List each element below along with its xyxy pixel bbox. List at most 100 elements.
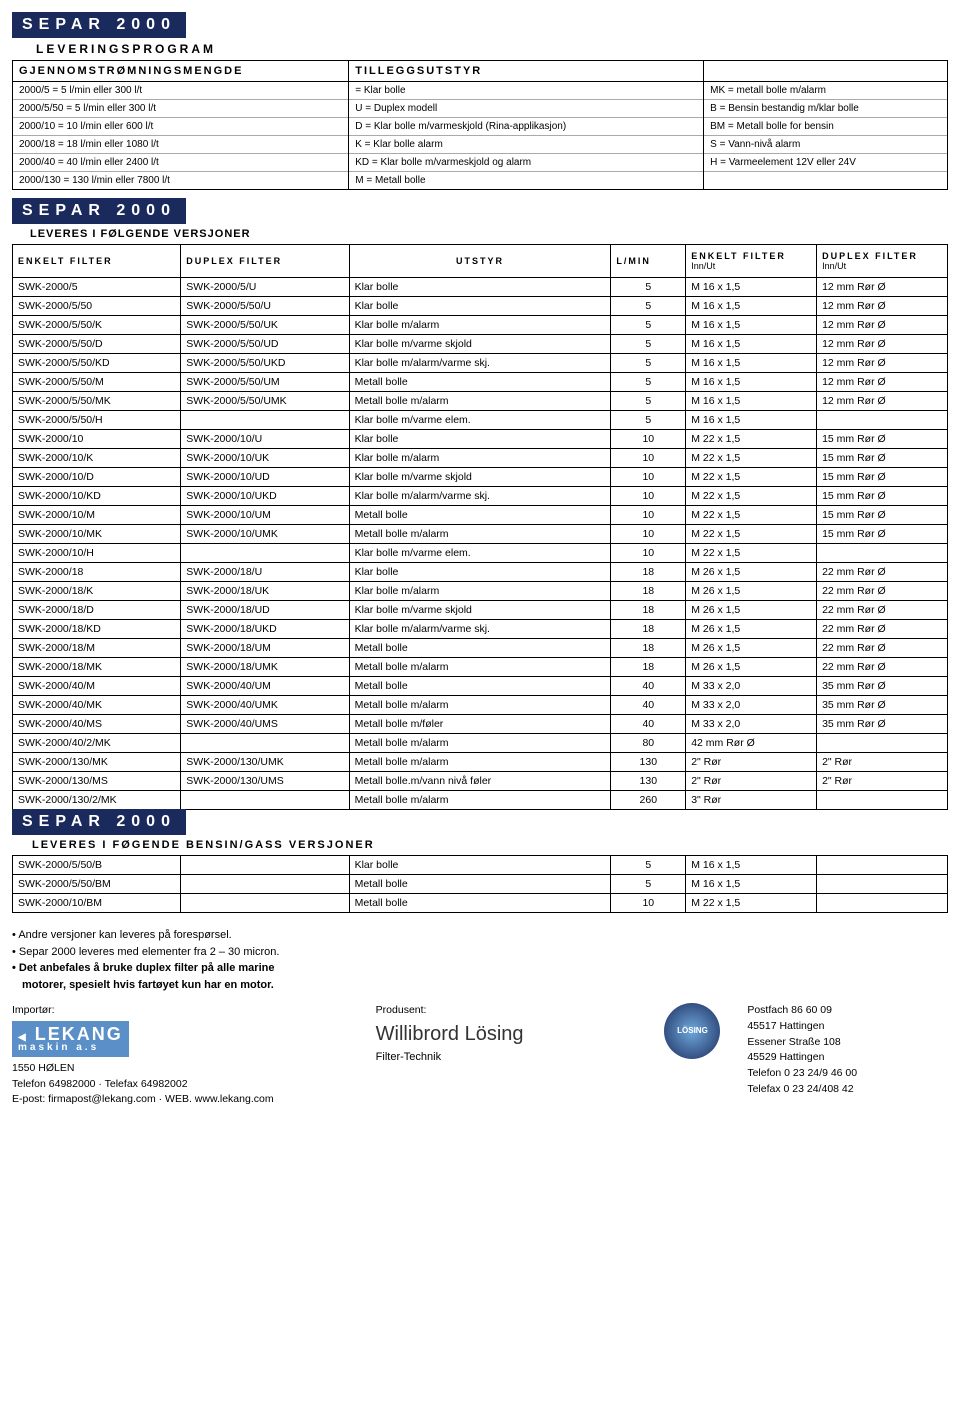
table-cell: 12 mm Rør Ø xyxy=(817,278,948,297)
addr2-l6: Telefax 0 23 24/408 42 xyxy=(747,1082,960,1098)
table-cell: Klar bolle m/varme elem. xyxy=(349,411,611,430)
spec-row: B = Bensin bestandig m/klar bolle xyxy=(704,100,947,118)
table-cell: Metall bolle m/alarm xyxy=(349,753,611,772)
table-cell xyxy=(181,791,349,810)
table-cell: 5 xyxy=(611,335,686,354)
addr2-l1: Postfach 86 60 09 xyxy=(747,1003,960,1019)
spec-col-3: MK = metall bolle m/alarmB = Bensin best… xyxy=(704,61,947,189)
spec-row: BM = Metall bolle for bensin xyxy=(704,118,947,136)
table-cell xyxy=(817,411,948,430)
table-cell: 10 xyxy=(611,430,686,449)
table-cell: Klar bolle xyxy=(349,563,611,582)
table-cell: Metall bolle m/alarm xyxy=(349,734,611,753)
spec-grid: GJENNOMSTRØMNINGSMENGDE 2000/5 = 5 l/min… xyxy=(12,60,948,190)
table-cell: 130 xyxy=(611,772,686,791)
table-cell: SWK-2000/10/H xyxy=(13,544,181,563)
table-cell: 2" Rør xyxy=(686,772,817,791)
table-cell: M 22 x 1,5 xyxy=(686,506,817,525)
table-cell: Klar bolle m/alarm/varme skj. xyxy=(349,354,611,373)
table-cell: Klar bolle xyxy=(349,297,611,316)
table-cell: SWK-2000/10 xyxy=(13,430,181,449)
spec-row: 2000/40 = 40 l/min eller 2400 l/t xyxy=(13,154,348,172)
table-cell: SWK-2000/18/KD xyxy=(13,620,181,639)
producer-logo-block: LÖSING xyxy=(664,1003,739,1059)
table-row: SWK-2000/18/KSWK-2000/18/UKKlar bolle m/… xyxy=(13,582,948,601)
table-cell: M 22 x 1,5 xyxy=(686,525,817,544)
table-cell xyxy=(181,894,349,913)
table-cell: SWK-2000/10/UK xyxy=(181,449,349,468)
table-cell: 5 xyxy=(611,316,686,335)
th-enkelt-innut: ENKELT FILTERInn/Ut xyxy=(686,245,817,278)
addr2-l2: 45517 Hattingen xyxy=(747,1019,960,1035)
table-cell: 22 mm Rør Ø xyxy=(817,620,948,639)
table-cell: 15 mm Rør Ø xyxy=(817,430,948,449)
table-cell: 5 xyxy=(611,297,686,316)
table-cell: Metall bolle m/alarm xyxy=(349,696,611,715)
table-cell: M 22 x 1,5 xyxy=(686,544,817,563)
table-cell: SWK-2000/5/50/MK xyxy=(13,392,181,411)
table-cell: 12 mm Rør Ø xyxy=(817,316,948,335)
spec-row: H = Varmeelement 12V eller 24V xyxy=(704,154,947,172)
table-cell: M 16 x 1,5 xyxy=(686,875,817,894)
table-cell: SWK-2000/5/50/UM xyxy=(181,373,349,392)
table-cell: M 16 x 1,5 xyxy=(686,856,817,875)
table-cell: SWK-2000/18/UM xyxy=(181,639,349,658)
table-cell xyxy=(817,875,948,894)
table-cell: 130 xyxy=(611,753,686,772)
versjoner-label: LEVERES I FØLGENDE VERSJONER xyxy=(12,224,948,244)
table-cell: 12 mm Rør Ø xyxy=(817,373,948,392)
table-row: SWK-2000/5/50/KDSWK-2000/5/50/UKDKlar bo… xyxy=(13,354,948,373)
table-cell: 18 xyxy=(611,563,686,582)
table-cell: 42 mm Rør Ø xyxy=(686,734,817,753)
table-cell: M 22 x 1,5 xyxy=(686,449,817,468)
table-cell: M 33 x 2,0 xyxy=(686,715,817,734)
table-cell: Klar bolle m/alarm/varme skj. xyxy=(349,487,611,506)
table-cell: 35 mm Rør Ø xyxy=(817,715,948,734)
table-cell: SWK-2000/130/UMS xyxy=(181,772,349,791)
table-cell: M 26 x 1,5 xyxy=(686,658,817,677)
table-cell: M 22 x 1,5 xyxy=(686,468,817,487)
table-cell: M 33 x 2,0 xyxy=(686,696,817,715)
table-row: SWK-2000/40/MSWK-2000/40/UMMetall bolle4… xyxy=(13,677,948,696)
table-cell: Metall bolle m/alarm xyxy=(349,525,611,544)
table-cell: SWK-2000/5/50/D xyxy=(13,335,181,354)
spec-row: = Klar bolle xyxy=(349,82,703,100)
table-cell: M 16 x 1,5 xyxy=(686,297,817,316)
table-cell: 18 xyxy=(611,620,686,639)
table-cell: SWK-2000/18/D xyxy=(13,601,181,620)
note-3: Det anbefales å bruke duplex filter på a… xyxy=(12,960,948,993)
table-cell xyxy=(181,411,349,430)
table-cell: 18 xyxy=(611,639,686,658)
table-row: SWK-2000/5/50/BMMetall bolle5M 16 x 1,5 xyxy=(13,875,948,894)
importer-label: Importør: xyxy=(12,1003,368,1019)
table-cell: 35 mm Rør Ø xyxy=(817,696,948,715)
th-duplex-innut: DUPLEX FILTERInn/Ut xyxy=(817,245,948,278)
table-cell: 10 xyxy=(611,525,686,544)
table-cell: 2" Rør xyxy=(686,753,817,772)
table-cell: Klar bolle xyxy=(349,856,611,875)
table-row: SWK-2000/40/MKSWK-2000/40/UMKMetall boll… xyxy=(13,696,948,715)
table-row: SWK-2000/18/DSWK-2000/18/UDKlar bolle m/… xyxy=(13,601,948,620)
producer-sub: Filter-Technik xyxy=(376,1049,657,1066)
spec-col-2: TILLEGGSUTSTYR = Klar bolleU = Duplex mo… xyxy=(349,61,704,189)
table-cell: SWK-2000/5/50/K xyxy=(13,316,181,335)
table-row: SWK-2000/10/KSWK-2000/10/UKKlar bolle m/… xyxy=(13,449,948,468)
footer: Andre versjoner kan leveres på forespørs… xyxy=(12,927,948,1108)
table-cell: 18 xyxy=(611,582,686,601)
table-cell: SWK-2000/40/2/MK xyxy=(13,734,181,753)
spec-row: D = Klar bolle m/varmeskjold (Rina-appli… xyxy=(349,118,703,136)
losing-circle-logo: LÖSING xyxy=(664,1003,720,1059)
table-row: SWK-2000/18/MSWK-2000/18/UMMetall bolle1… xyxy=(13,639,948,658)
table-row: SWK-2000/10/KDSWK-2000/10/UKDKlar bolle … xyxy=(13,487,948,506)
table-cell: 12 mm Rør Ø xyxy=(817,354,948,373)
importer-addr: 1550 HØLEN xyxy=(12,1061,368,1077)
spec-col-1: GJENNOMSTRØMNINGSMENGDE 2000/5 = 5 l/min… xyxy=(13,61,349,189)
table-cell: SWK-2000/10/KD xyxy=(13,487,181,506)
table-cell xyxy=(181,734,349,753)
spec-row: 2000/10 = 10 l/min eller 600 l/t xyxy=(13,118,348,136)
table-cell: M 16 x 1,5 xyxy=(686,373,817,392)
brand-bar-3: SEPAR 2000 xyxy=(12,809,186,835)
table-cell: SWK-2000/18/UMK xyxy=(181,658,349,677)
table-cell: SWK-2000/18/U xyxy=(181,563,349,582)
table-cell: SWK-2000/5/U xyxy=(181,278,349,297)
